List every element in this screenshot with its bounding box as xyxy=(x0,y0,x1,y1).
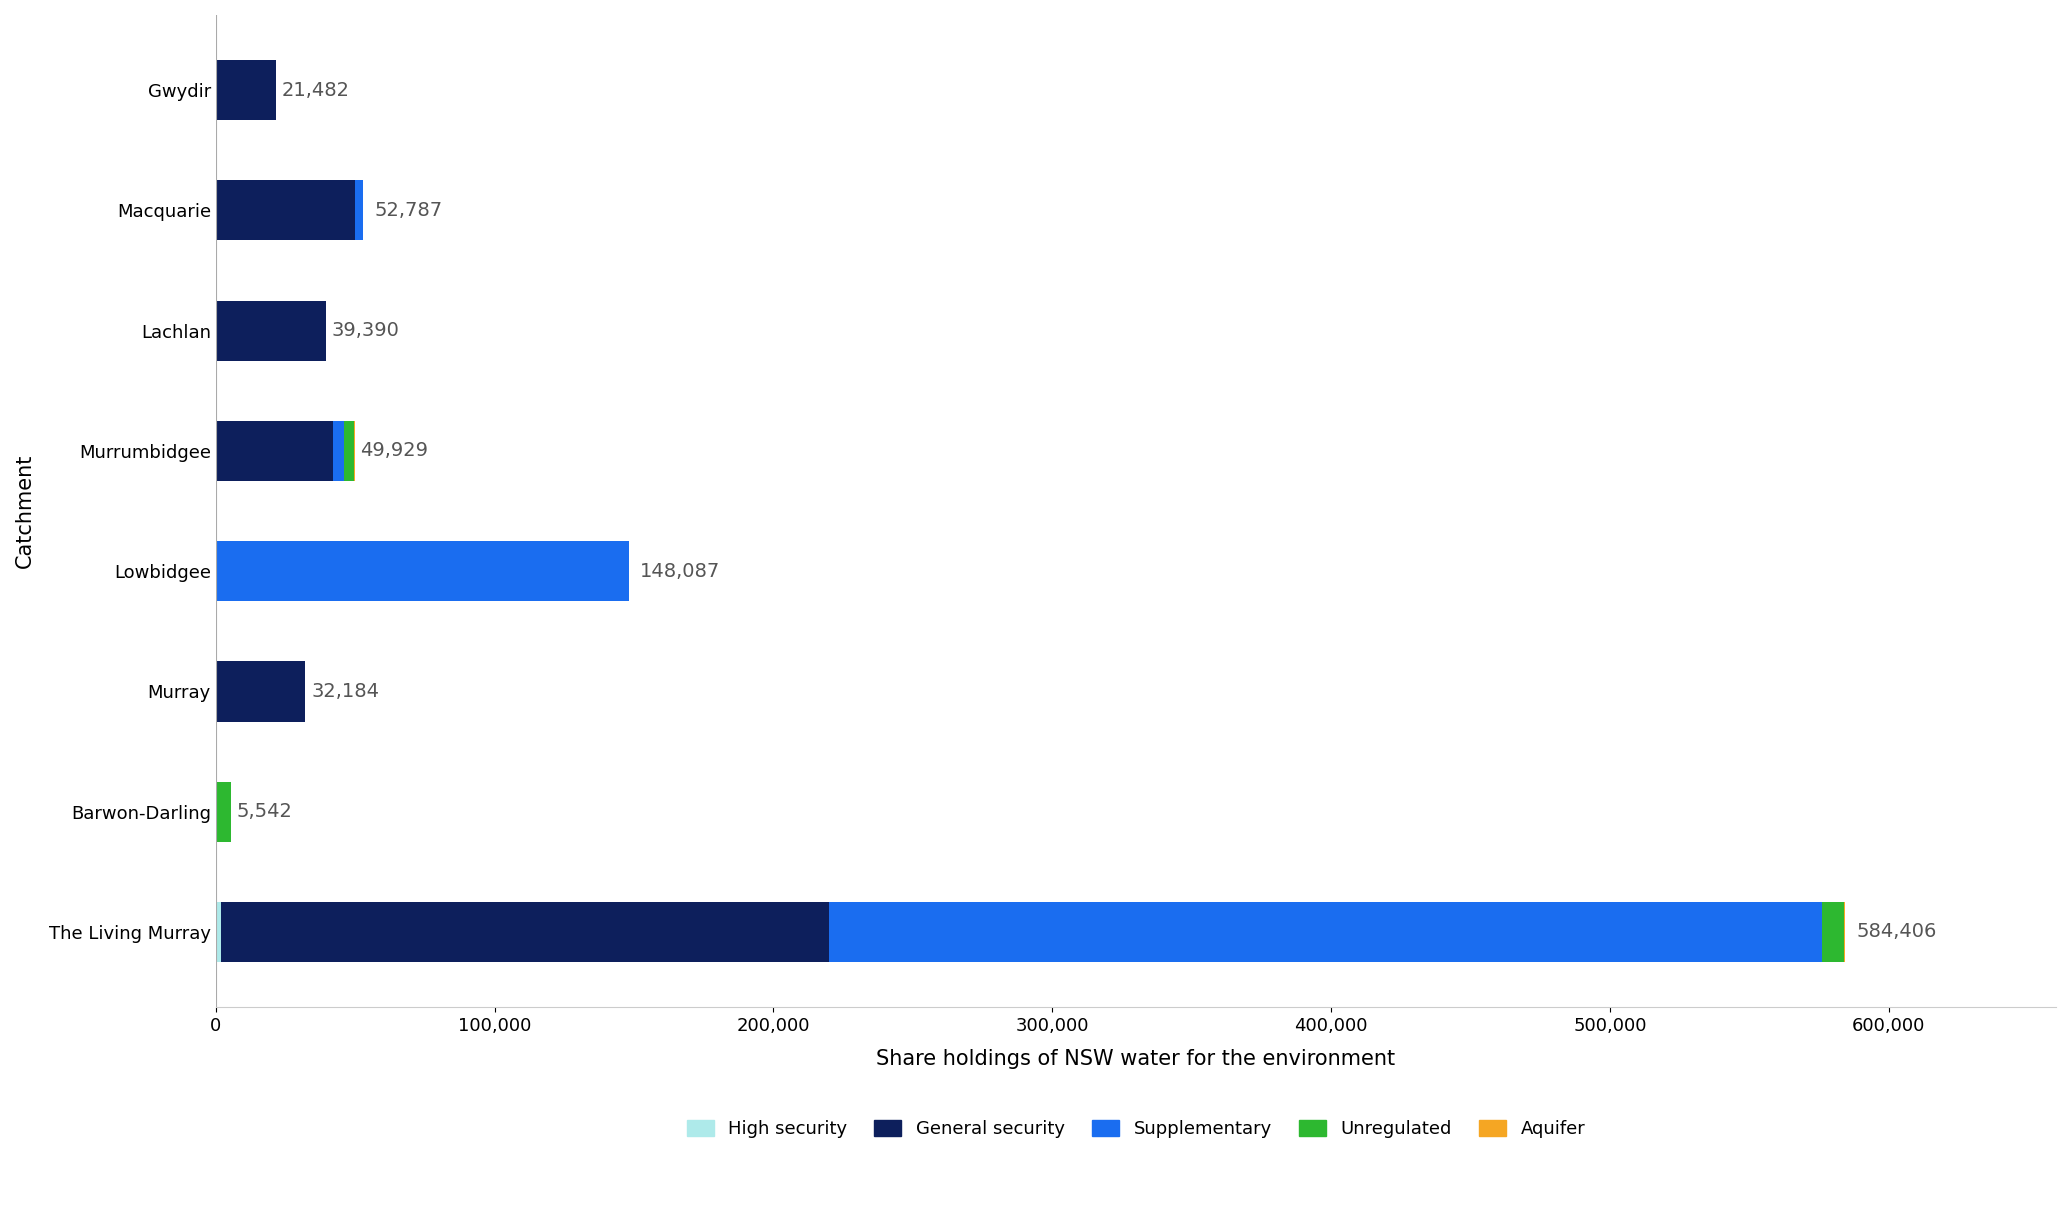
Y-axis label: Catchment: Catchment xyxy=(14,454,35,568)
Bar xyxy=(215,662,307,721)
Bar xyxy=(215,61,275,120)
Text: 49,929: 49,929 xyxy=(360,442,429,460)
Text: 39,390: 39,390 xyxy=(331,322,400,340)
Legend: High security, General security, Supplementary, Unregulated, Aquifer: High security, General security, Supplem… xyxy=(677,1111,1595,1147)
Text: 21,482: 21,482 xyxy=(282,80,350,100)
Bar xyxy=(222,902,828,961)
Bar xyxy=(344,421,354,481)
Bar xyxy=(215,782,232,841)
Bar xyxy=(1822,902,1843,961)
Text: 148,087: 148,087 xyxy=(640,562,721,580)
X-axis label: Share holdings of NSW water for the environment: Share holdings of NSW water for the envi… xyxy=(876,1049,1396,1068)
Bar xyxy=(215,301,325,361)
Bar xyxy=(828,902,1822,961)
Bar xyxy=(215,541,630,601)
Bar xyxy=(333,421,344,481)
Bar xyxy=(215,421,333,481)
Bar xyxy=(215,181,354,240)
Bar xyxy=(215,902,222,961)
Text: 32,184: 32,184 xyxy=(311,682,379,700)
Text: 5,542: 5,542 xyxy=(236,802,292,821)
Text: 52,787: 52,787 xyxy=(375,200,443,220)
Text: 584,406: 584,406 xyxy=(1856,923,1936,941)
Bar xyxy=(354,181,362,240)
